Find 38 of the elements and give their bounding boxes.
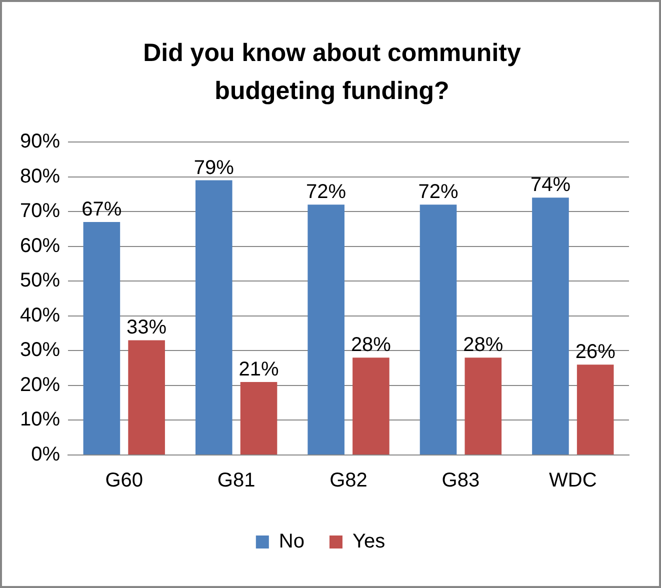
y-tick-label: 50% (20, 270, 60, 292)
data-label: 21% (238, 358, 279, 380)
data-label: 72% (418, 181, 458, 204)
data-label: 72% (306, 181, 346, 204)
chart-title: Did you know about community budgeting funding? (142, 38, 522, 107)
y-tick-label: 70% (20, 200, 60, 222)
x-tick-label: G81 (217, 470, 256, 492)
x-tick-label: G83 (442, 470, 480, 492)
bar (420, 204, 457, 454)
bar (128, 340, 165, 454)
legend-label: Yes (352, 530, 386, 553)
legend-label: No (278, 530, 304, 553)
y-tick-label: 0% (31, 444, 60, 466)
y-tick-label: 60% (20, 234, 60, 257)
data-label: 67% (82, 198, 122, 221)
data-label: 26% (575, 341, 616, 364)
x-tick-label: G82 (330, 470, 368, 492)
y-tick-label: 80% (20, 165, 60, 188)
x-tick-label: G60 (105, 470, 144, 492)
bar (576, 364, 614, 454)
data-label: 28% (463, 334, 504, 356)
bar (308, 204, 344, 454)
bar (352, 358, 390, 454)
data-label: 79% (194, 156, 234, 179)
bar (195, 180, 232, 454)
bar (464, 358, 502, 454)
data-label: 33% (126, 316, 167, 339)
y-tick-label: 10% (20, 408, 60, 431)
data-label: 28% (350, 334, 392, 356)
bar (83, 222, 120, 454)
y-tick-label: 40% (20, 304, 60, 326)
y-tick-label: 30% (20, 339, 60, 362)
y-tick-label: 20% (20, 374, 60, 396)
bar (532, 198, 569, 454)
y-tick-label: 90% (20, 130, 60, 153)
data-label: 74% (530, 174, 571, 196)
bar (240, 382, 278, 454)
x-tick-label: WDC (549, 470, 597, 492)
